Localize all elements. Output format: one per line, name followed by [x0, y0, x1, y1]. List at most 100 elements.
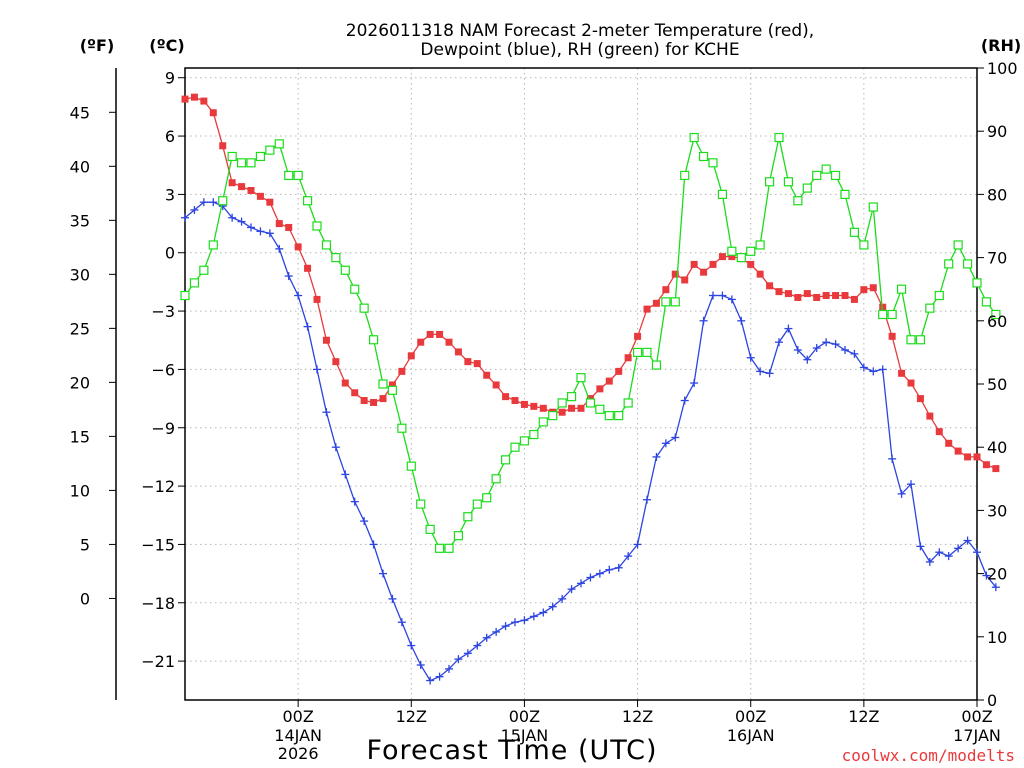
- dewpoint-point: [435, 672, 444, 681]
- rh-point: [604, 411, 614, 421]
- fahrenheit-tick-label: 15: [70, 427, 90, 446]
- celsius-tick-label: −12: [141, 477, 175, 496]
- rh-point: [849, 227, 860, 237]
- dewpoint-point: [897, 489, 906, 498]
- rh-point: [340, 265, 350, 275]
- dewpoint-point: [492, 627, 501, 636]
- rh-point: [595, 404, 605, 414]
- rh-point: [887, 309, 897, 320]
- series-line-0: [184, 96, 997, 470]
- temperature-point: [181, 95, 189, 103]
- dewpoint-point: [520, 616, 529, 625]
- rh-point: [915, 335, 926, 345]
- rh-point: [896, 284, 907, 294]
- dewpoint-point: [548, 602, 557, 611]
- rh-tick-label: 20: [987, 565, 1007, 584]
- rh-tick-label: 80: [987, 185, 1007, 204]
- rh-point: [576, 373, 586, 383]
- rh-point: [500, 455, 511, 465]
- chart-subtitle: Dewpoint (blue), RH (green) for KCHE: [420, 40, 739, 60]
- celsius-tick-label: 3: [165, 185, 175, 204]
- temperature-point: [709, 260, 717, 268]
- dewpoint-point: [822, 338, 831, 347]
- dewpoint-point: [746, 353, 755, 362]
- dewpoint-point: [539, 608, 548, 617]
- rh-point: [434, 543, 445, 553]
- dewpoint-point: [482, 633, 491, 642]
- dewpoint-point: [963, 536, 972, 545]
- temperature-point: [652, 299, 660, 307]
- dewpoint-point: [256, 227, 265, 236]
- rh-point: [397, 423, 407, 433]
- rh-tick-label: 40: [987, 438, 1007, 457]
- temperature-point: [454, 348, 462, 356]
- rh-point: [368, 335, 379, 345]
- dewpoint-point: [247, 223, 255, 232]
- rh-point: [180, 290, 190, 301]
- dewpoint-point: [595, 569, 604, 578]
- fahrenheit-tick-label: 0: [80, 589, 90, 608]
- rh-point: [623, 398, 633, 408]
- temperature-point: [926, 412, 934, 420]
- rh-point: [830, 170, 841, 181]
- temperature-point: [539, 404, 547, 412]
- temperature-point: [520, 400, 528, 408]
- temperature-point: [624, 354, 632, 362]
- celsius-tick-label: 6: [165, 127, 175, 146]
- x-date-label: 17JAN: [953, 726, 1001, 745]
- rh-tick-label: 60: [987, 312, 1007, 331]
- rh-point: [661, 297, 671, 307]
- dewpoint-point: [841, 345, 849, 354]
- temperature-point: [200, 97, 208, 105]
- rh-point: [255, 151, 266, 162]
- rh-point: [981, 297, 992, 307]
- rh-tick-label: 50: [987, 375, 1007, 394]
- dewpoint-point: [661, 439, 670, 448]
- rh-tick-label: 10: [987, 628, 1007, 647]
- temperature-point: [954, 447, 962, 455]
- rh-axis-label: (RH): [981, 36, 1021, 55]
- dewpoint-point: [643, 495, 651, 504]
- dewpoint-point: [850, 349, 859, 358]
- chart-title: 2026011318 NAM Forecast 2-meter Temperat…: [346, 21, 814, 41]
- dewpoint-point: [690, 379, 699, 388]
- dewpoint-point: [784, 324, 793, 333]
- temperature-point: [756, 270, 764, 278]
- series-line-1: [184, 201, 997, 682]
- temperature-point: [341, 379, 349, 387]
- x-date-label: 15JAN: [501, 726, 549, 745]
- temperature-point: [615, 367, 623, 375]
- temperature-point: [511, 397, 519, 405]
- dewpoint-point: [699, 316, 708, 325]
- rh-point: [962, 259, 973, 269]
- dewpoint-point: [803, 355, 812, 364]
- rh-point: [670, 297, 680, 307]
- dewpoint-point: [313, 365, 321, 374]
- dewpoint-point: [812, 344, 821, 353]
- temperature-point: [388, 381, 396, 389]
- dewpoint-point: [973, 548, 981, 557]
- rh-point: [302, 196, 313, 206]
- rh-point: [378, 379, 388, 389]
- temperature-point: [935, 428, 943, 436]
- dewpoint-point: [727, 295, 736, 304]
- x-axis-title: Forecast Time (UTC): [366, 735, 657, 766]
- temperature-point: [945, 439, 953, 447]
- dewpoint-point: [888, 454, 897, 463]
- temperature-point: [209, 109, 217, 117]
- rh-point: [680, 170, 690, 181]
- rh-tick-label: 90: [987, 122, 1007, 141]
- rh-point: [453, 531, 464, 541]
- dewpoint-point: [369, 540, 378, 549]
- dewpoint-point: [350, 497, 359, 506]
- rh-point: [755, 240, 765, 250]
- x-tick-label: 12Z: [396, 707, 427, 726]
- temperature-point: [238, 183, 246, 191]
- rh-point: [227, 151, 237, 162]
- temperature-point: [247, 187, 255, 195]
- temperature-point: [973, 453, 981, 461]
- temperature-point: [294, 243, 302, 251]
- dewpoint-point: [765, 369, 774, 378]
- rh-point: [189, 278, 200, 288]
- rh-point: [246, 158, 256, 168]
